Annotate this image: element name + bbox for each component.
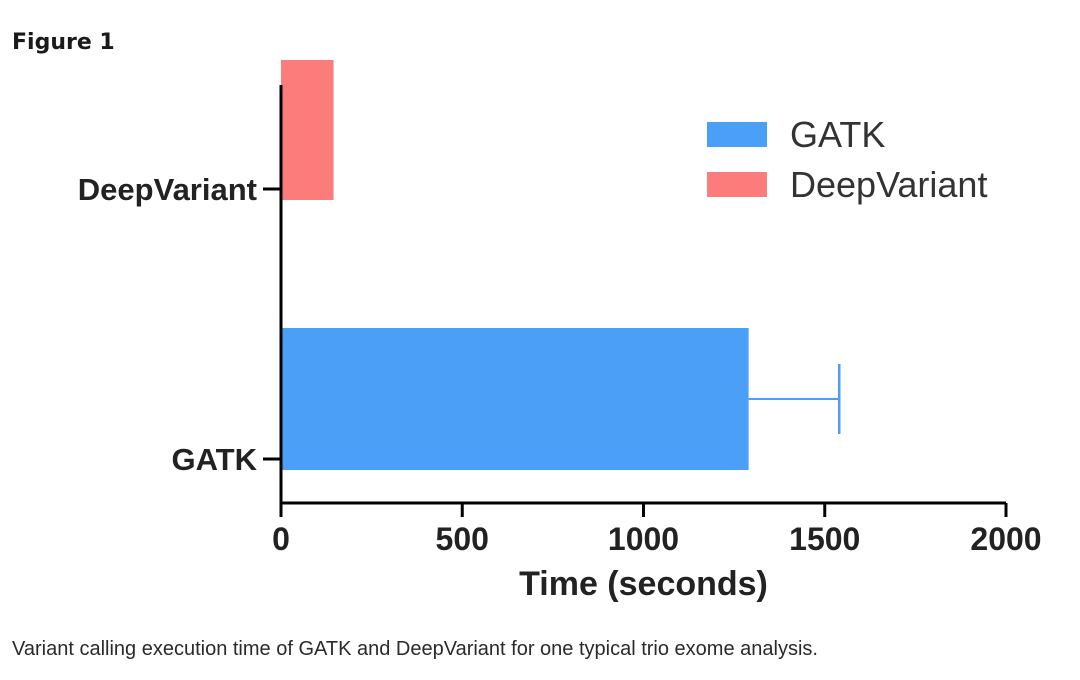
legend: GATK DeepVariant	[707, 114, 987, 205]
figure-heading: Figure 1	[12, 30, 115, 55]
bar-chart: 0 500 1000 1500 2000 DeepVariant GATK Time (s…	[78, 60, 1042, 603]
ticks-layer: 0 500 1000 1500 2000	[272, 503, 1042, 557]
x-tick-label: 1500	[789, 521, 860, 557]
bars-layer	[281, 60, 749, 470]
legend-swatch-gatk	[707, 122, 767, 147]
category-layer: DeepVariant GATK	[78, 172, 281, 477]
x-tick-label: 500	[436, 521, 489, 557]
legend-label-gatk: GATK	[790, 114, 885, 155]
legend-label-deepvariant: DeepVariant	[790, 164, 987, 205]
x-axis-title: Time (seconds)	[519, 565, 768, 603]
x-tick-label: 2000	[970, 521, 1041, 557]
category-label-deepvariant: DeepVariant	[78, 172, 257, 207]
category-label-gatk: GATK	[171, 442, 257, 477]
bar-gatk	[281, 328, 749, 470]
error-bars-layer	[748, 364, 841, 434]
figure-caption: Variant calling execution time of GATK a…	[12, 638, 818, 660]
x-tick-label: 1000	[608, 521, 679, 557]
x-tick-label: 0	[272, 521, 290, 557]
bar-deepvariant	[281, 60, 334, 200]
legend-swatch-deepvariant	[707, 172, 767, 197]
